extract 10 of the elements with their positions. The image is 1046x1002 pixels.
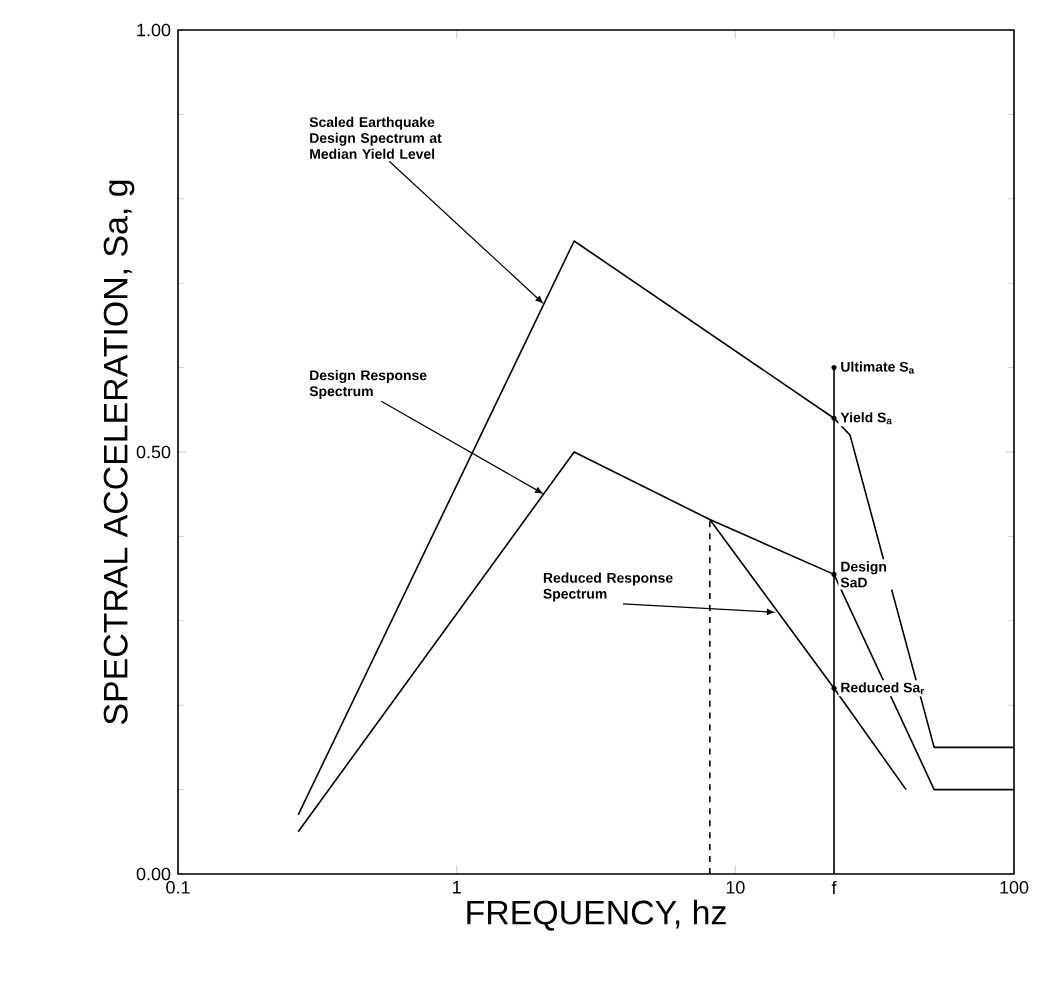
x-axis-title: FREQUENCY, hz [467, 899, 726, 931]
x-tick-label: f [831, 881, 837, 895]
y-axis-title: SPECTRAL ACCELERATION, Sa, g [103, 180, 135, 725]
y-tick-label: 0.00 [136, 867, 171, 881]
x-tick-label: 100 [1000, 881, 1029, 894]
x-tick-label: 10 [726, 881, 745, 894]
y-tick-label: 1.00 [137, 23, 171, 37]
x-tick-label: 1 [453, 881, 461, 894]
y-tick-label: 0.50 [136, 445, 171, 459]
x-tick-label: 0.1 [166, 881, 190, 894]
